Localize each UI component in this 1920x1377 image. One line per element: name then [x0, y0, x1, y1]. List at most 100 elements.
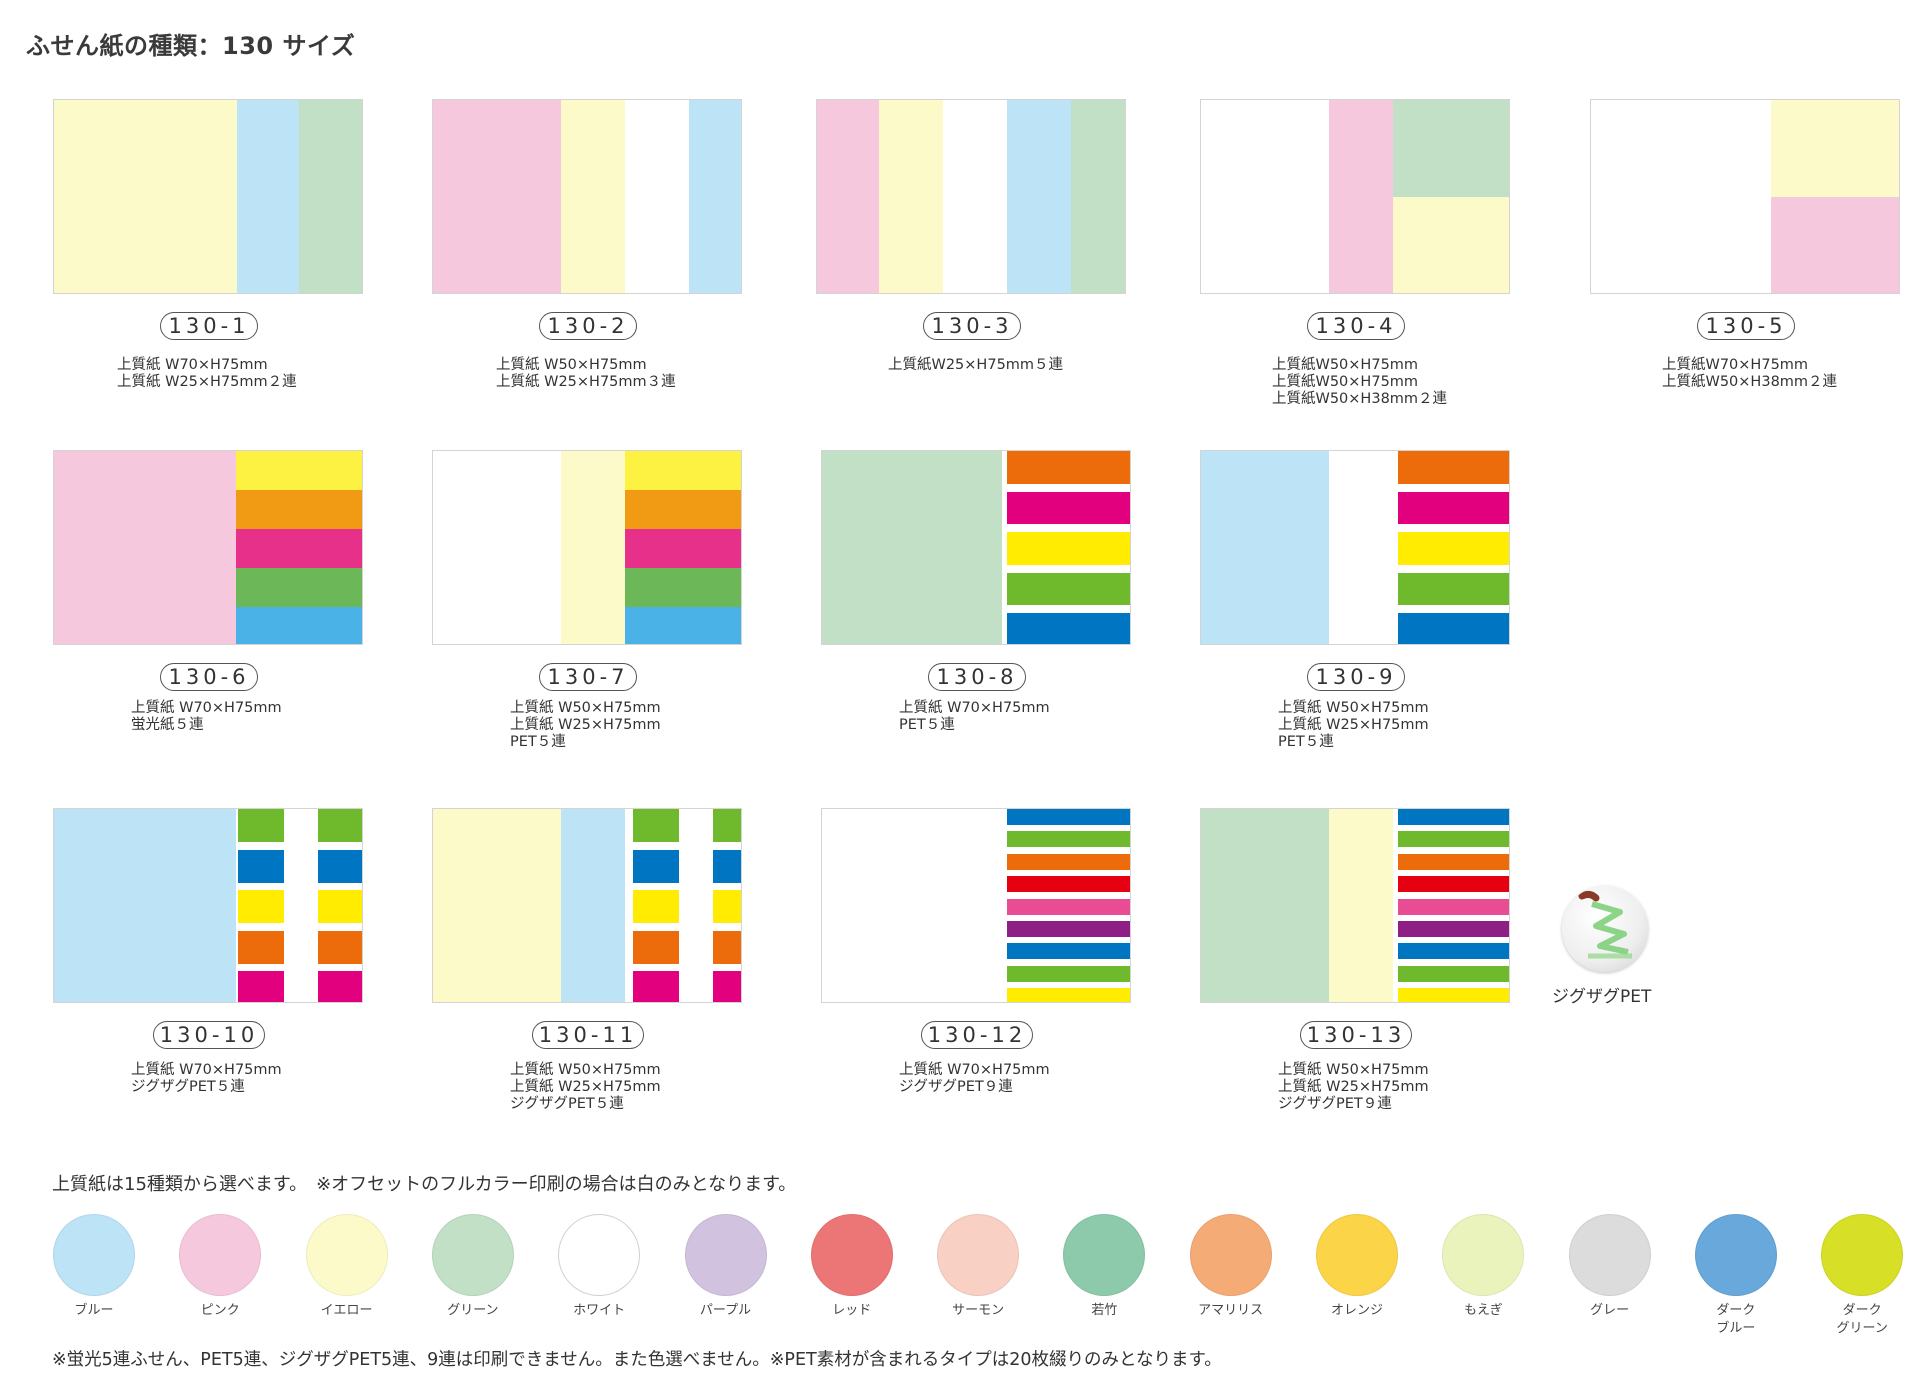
paper-color-swatch	[810, 1214, 893, 1296]
product-description: 上質紙 W50×H75mm 上質紙 W25×H75mm PET５連	[1278, 700, 1429, 750]
sticky-note-segment	[318, 930, 362, 964]
sticky-note-segment	[236, 451, 362, 490]
sticky-note-segment	[1007, 491, 1130, 525]
paper-color-swatch	[53, 1214, 135, 1296]
sticky-note-segment	[1393, 100, 1509, 197]
product-code-badge: 130-8	[928, 663, 1026, 691]
sticky-note-segment	[713, 890, 741, 923]
paper-color-swatch	[558, 1214, 641, 1296]
sticky-note-segment	[1007, 898, 1130, 915]
product-card-130-10	[53, 808, 363, 1003]
product-description: 上質紙 W70×H75mm ジグザグPET９連	[899, 1062, 1050, 1095]
sticky-note-segment	[318, 971, 362, 1002]
sticky-note-segment	[1398, 831, 1509, 848]
sticky-note-segment	[561, 451, 625, 644]
sticky-note-segment	[318, 849, 362, 883]
sticky-note-segment	[1398, 853, 1509, 870]
sticky-note-segment	[822, 809, 1002, 1002]
sticky-note-segment	[1071, 100, 1125, 293]
product-description: 上質紙 W50×H75mm 上質紙 W25×H75mm３連	[496, 357, 676, 390]
sticky-note-segment	[236, 607, 362, 644]
sticky-note-segment	[1007, 451, 1130, 484]
product-card-130-11	[432, 808, 742, 1003]
zigzag-pet-sample-image	[1562, 886, 1648, 972]
sticky-note-segment	[1201, 100, 1329, 293]
sticky-note-segment	[1007, 613, 1130, 644]
sticky-note-segment	[1398, 451, 1509, 484]
paper-color-swatch	[1694, 1214, 1777, 1296]
sticky-note-segment	[236, 568, 362, 607]
sticky-note-segment	[238, 809, 284, 842]
product-card-130-8	[821, 450, 1131, 645]
paper-color-swatch	[431, 1214, 514, 1296]
sticky-note-segment	[433, 451, 561, 644]
product-card-130-5	[1590, 99, 1900, 294]
product-code-badge: 130-11	[532, 1021, 644, 1049]
sticky-note-segment	[1398, 988, 1509, 1002]
sticky-note-segment	[1398, 572, 1509, 606]
sticky-note-segment	[633, 809, 679, 842]
sticky-note-segment	[561, 809, 625, 1002]
sticky-note-segment	[1398, 613, 1509, 644]
paper-color-swatch	[305, 1214, 388, 1296]
page-title: ふせん紙の種類：130 サイズ	[26, 32, 356, 60]
paper-color-swatch	[1568, 1214, 1651, 1296]
sticky-note-segment	[1329, 451, 1393, 644]
sticky-note-segment	[713, 930, 741, 964]
sticky-note-segment	[625, 607, 741, 644]
sticky-note-segment	[238, 849, 284, 883]
product-description: 上質紙W25×H75mm５連	[888, 357, 1064, 373]
sticky-note-segment	[633, 971, 679, 1002]
paper-color-label: イエロー	[320, 1303, 373, 1318]
product-code-badge: 130-3	[923, 312, 1021, 340]
product-description: 上質紙 W70×H75mm ジグザグPET５連	[131, 1062, 282, 1095]
product-description: 上質紙 W70×H75mm 上質紙 W25×H75mm２連	[117, 357, 297, 390]
sticky-note-segment	[1201, 809, 1329, 1002]
product-code-badge: 130-13	[1300, 1021, 1412, 1049]
paper-color-swatch	[1442, 1214, 1525, 1296]
paper-color-label: ダーク ブルー	[1716, 1303, 1756, 1336]
sticky-note-segment	[1591, 100, 1771, 293]
product-card-130-7	[432, 450, 742, 645]
sticky-note-segment	[54, 809, 236, 1002]
product-code-badge: 130-7	[539, 663, 637, 691]
sticky-note-segment	[54, 451, 236, 644]
sticky-note-segment	[1398, 898, 1509, 915]
sticky-note-segment	[625, 490, 741, 529]
sticky-note-segment	[237, 100, 299, 293]
sticky-note-segment	[54, 100, 237, 293]
sticky-note-segment	[1201, 451, 1329, 644]
sticky-note-segment	[1398, 965, 1509, 982]
product-description: 上質紙 W50×H75mm 上質紙 W25×H75mm ジグザグPET５連	[510, 1062, 661, 1112]
product-card-130-13	[1200, 808, 1510, 1003]
paper-color-swatch	[937, 1214, 1020, 1296]
product-code-badge: 130-1	[160, 312, 258, 340]
paper-color-label: 若竹	[1091, 1303, 1118, 1318]
paper-color-swatch	[1063, 1214, 1146, 1296]
sticky-note-segment	[1007, 853, 1130, 870]
paper-color-label: ホワイト	[573, 1303, 626, 1318]
product-card-130-2	[432, 99, 742, 294]
paper-color-label: オレンジ	[1330, 1303, 1383, 1318]
product-code-badge: 130-6	[160, 663, 258, 691]
sticky-note-segment	[1007, 809, 1130, 825]
paper-color-label: ブルー	[74, 1303, 114, 1318]
sticky-note-segment	[817, 100, 879, 293]
product-card-130-1	[53, 99, 363, 294]
sticky-note-segment	[1398, 876, 1509, 893]
sticky-note-segment	[561, 100, 625, 293]
sticky-note-segment	[433, 809, 561, 1002]
paper-color-label: もえぎ	[1463, 1303, 1503, 1318]
sticky-note-segment	[625, 568, 741, 607]
paper-color-label: グレー	[1590, 1303, 1630, 1318]
paper-color-swatch	[1189, 1214, 1272, 1296]
sticky-note-segment	[1007, 572, 1130, 606]
paper-color-label: アマリリス	[1198, 1303, 1264, 1318]
paper-color-label: グリーン	[447, 1303, 499, 1318]
product-card-130-4	[1200, 99, 1510, 294]
sticky-note-segment	[238, 930, 284, 964]
sticky-note-segment	[318, 809, 362, 842]
footer-note: ※蛍光5連ふせん、PET5連、ジグザグPET5連、9連は印刷できません。また色選…	[52, 1350, 1222, 1370]
sticky-note-segment	[1329, 809, 1393, 1002]
sticky-note-segment	[238, 971, 284, 1002]
